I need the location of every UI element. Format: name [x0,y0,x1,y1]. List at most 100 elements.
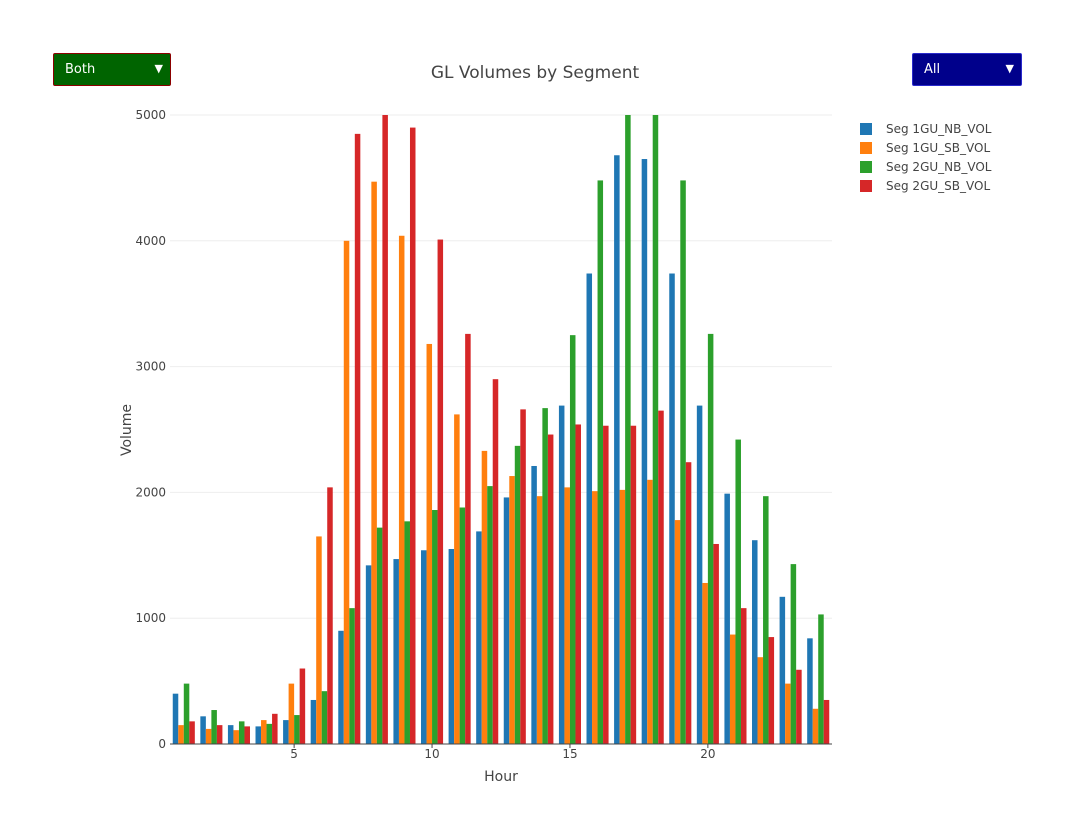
bar [680,180,686,744]
bar [227,725,234,744]
chevron-down-icon: ▼ [1005,62,1014,75]
chevron-down-icon: ▼ [154,62,163,75]
bar [288,683,295,744]
bar [779,596,786,744]
bar [619,489,626,744]
bar [327,487,333,744]
legend: Seg 1GU_NB_VOL Seg 1GU_SB_VOL Seg 2GU_NB_V… [860,122,992,193]
bar [729,634,736,744]
bar [459,507,466,744]
axes: 0 1000 2000 3000 4000 5000 5 10 15 20 [135,108,832,761]
bar [465,333,471,744]
bar [647,479,653,744]
bar [481,450,488,744]
legend-swatch [860,180,872,192]
bar [531,465,537,744]
bar [178,725,184,744]
bar [707,333,714,744]
y-axis-title: Volume [119,404,135,456]
bar [393,559,399,744]
bar [752,540,758,744]
bar [349,608,355,744]
bar [492,379,499,744]
legend-label: Seg 2GU_NB_VOL [886,160,992,174]
bar [189,721,195,744]
bar [371,181,377,744]
bar [785,683,791,744]
bar [321,691,328,744]
bar [216,725,223,744]
bar [426,343,433,744]
bar [233,730,239,744]
bar [409,127,416,744]
y-tick-label: 5000 [135,108,166,122]
dropdown-selected-label: All [924,62,941,77]
bars [172,115,830,745]
legend-swatch [860,123,872,135]
bar [514,445,521,744]
y-tick-label: 1000 [135,611,166,625]
bar [685,462,692,744]
bar [768,637,775,744]
segment-direction-dropdown[interactable]: Both ▼ [53,53,171,86]
bar [564,487,570,744]
bar [448,549,455,744]
bar [283,720,289,744]
bar [211,710,217,744]
bar [641,159,648,744]
y-tick-label: 4000 [135,234,166,248]
bar [437,239,444,745]
bar [365,565,372,744]
bar [509,476,515,744]
bar [172,693,179,744]
bar [614,155,620,745]
bar [542,408,548,744]
y-tick-label: 2000 [135,485,166,499]
bar [713,543,719,744]
bar [255,726,262,744]
legend-label: Seg 1GU_NB_VOL [886,122,992,136]
bar [790,564,797,744]
bar [244,726,250,744]
bar [183,683,190,744]
x-tick-label: 10 [424,747,439,761]
legend-swatch [860,161,872,173]
bar [603,425,609,744]
series-filter-dropdown[interactable]: All ▼ [912,53,1022,86]
bar [652,115,659,744]
bar [812,708,819,744]
bar [696,405,703,744]
bar [674,520,681,744]
bar [658,410,664,744]
bar [343,240,350,745]
bar [823,699,830,744]
bar [382,115,388,744]
bar [503,497,510,744]
bar [757,657,764,744]
bar [818,614,824,744]
legend-swatch [860,142,872,154]
bar [261,720,267,744]
bar [592,491,598,744]
bar [625,115,631,744]
bar [597,180,604,744]
bar [476,531,482,744]
bar [487,486,493,744]
x-tick-label: 20 [700,747,715,761]
x-axis-title: Hour [484,769,518,785]
dropdown-selected-label: Both [65,62,96,77]
bar [338,630,344,744]
bar [432,510,438,744]
bar [735,439,741,744]
bar [421,550,427,744]
bar [536,496,543,744]
bar [294,715,300,744]
bar [316,536,322,744]
y-tick-label: 0 [158,737,166,751]
bar [807,638,813,744]
chart-title: GL Volumes by Segment [431,63,640,83]
bar [547,434,554,744]
bar [558,405,565,744]
bar [354,133,361,744]
